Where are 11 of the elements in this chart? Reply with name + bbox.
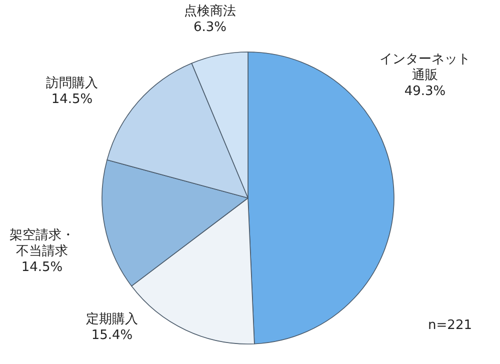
data-label: 49.3% [403,84,447,100]
data-label: 14.5% [50,92,94,108]
slice-label: 訪問購入 [45,76,99,92]
slice-label: 点検商法 [183,4,237,20]
data-label: 6.3% [192,20,228,36]
slice-label: 架空請求・不当請求 [8,228,76,260]
text: n=221 [428,318,472,334]
data-label: 15.4% [90,328,134,344]
slice-label: 定期購入 [85,312,139,328]
slice-label: インターネット通販 [378,52,472,84]
data-label: 14.5% [20,260,64,276]
